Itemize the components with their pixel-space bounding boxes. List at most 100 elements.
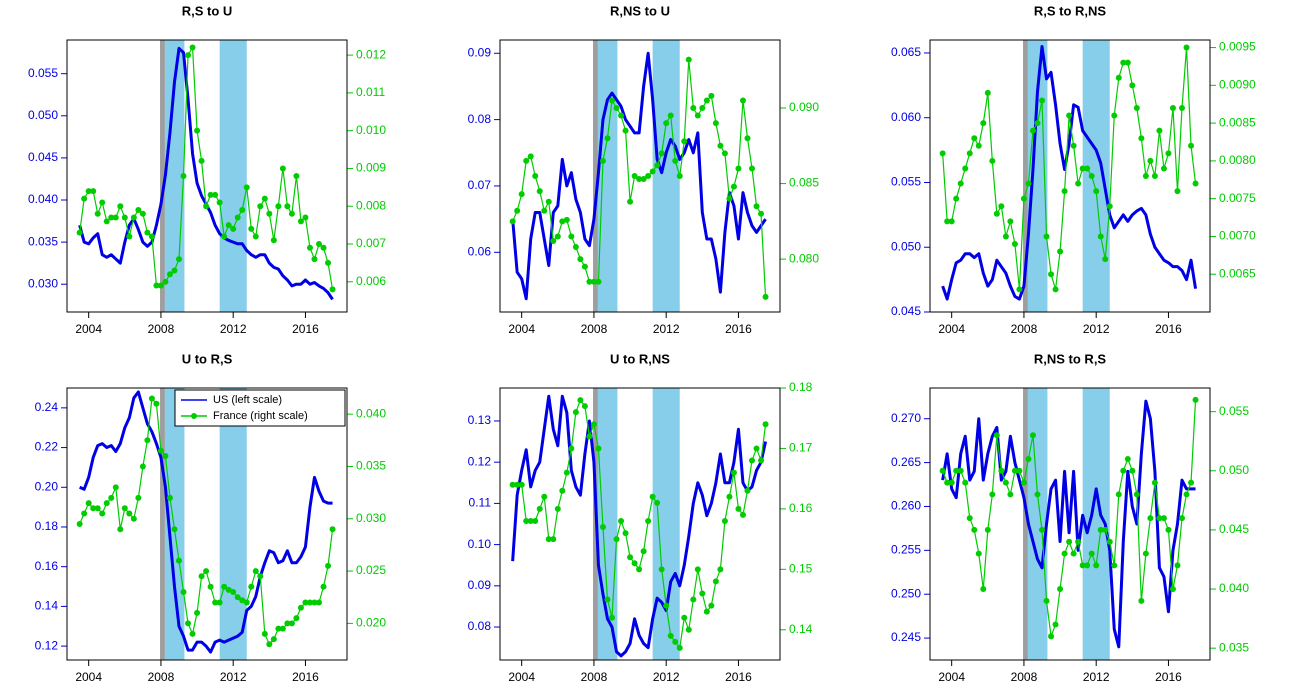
- data-point: [329, 286, 336, 293]
- y-tick-label: 0.265: [891, 455, 921, 469]
- data-point: [248, 583, 255, 590]
- data-point: [1115, 491, 1122, 498]
- data-point: [721, 517, 728, 524]
- data-point: [953, 467, 960, 474]
- data-point: [1052, 286, 1059, 293]
- data-point: [1183, 491, 1190, 498]
- data-point: [1079, 562, 1086, 569]
- data-point: [721, 150, 728, 157]
- data-point: [1156, 127, 1163, 134]
- y-tick-label: 0.035: [1219, 640, 1249, 654]
- data-point: [957, 180, 964, 187]
- data-point: [1165, 150, 1172, 157]
- data-point: [1147, 515, 1154, 522]
- data-point: [203, 568, 210, 575]
- data-point: [672, 638, 679, 645]
- data-point: [726, 195, 733, 202]
- data-point: [1138, 597, 1145, 604]
- data-point: [572, 244, 579, 251]
- data-point: [939, 150, 946, 157]
- data-point: [1048, 633, 1055, 640]
- data-point: [1002, 479, 1009, 486]
- series-line: [511, 394, 768, 658]
- data-point: [257, 203, 264, 210]
- data-point: [667, 112, 674, 119]
- data-point: [1133, 105, 1140, 111]
- data-point: [581, 263, 588, 270]
- data-point: [176, 557, 182, 564]
- data-point: [1016, 286, 1023, 293]
- data-point: [139, 210, 146, 217]
- data-point: [144, 437, 151, 444]
- data-point: [103, 500, 110, 507]
- y-tick-label: 0.15: [789, 562, 813, 576]
- data-point: [758, 457, 765, 464]
- legend-label: France (right scale): [213, 410, 308, 422]
- data-point: [306, 599, 313, 606]
- data-point: [279, 625, 286, 632]
- data-point: [663, 120, 670, 127]
- data-point: [1025, 455, 1032, 462]
- y-tick-label: 0.16: [789, 501, 813, 515]
- data-point: [1016, 467, 1023, 474]
- x-tick-label: 2012: [220, 670, 247, 684]
- data-point: [320, 244, 327, 251]
- data-point: [189, 630, 196, 637]
- data-point: [1020, 479, 1027, 486]
- data-point: [735, 165, 742, 172]
- data-point: [261, 195, 268, 202]
- data-point: [180, 173, 187, 179]
- data-point: [753, 203, 760, 210]
- data-point: [108, 494, 115, 501]
- data-point: [135, 207, 142, 213]
- data-point: [198, 573, 205, 580]
- data-point: [157, 447, 164, 454]
- shaded-period: [652, 388, 680, 660]
- data-point: [1142, 173, 1149, 179]
- x-tick-label: 2008: [148, 670, 175, 684]
- chart-title: U to R,NS: [610, 351, 670, 366]
- y-tick-label: 0.012: [356, 47, 386, 61]
- data-point: [703, 97, 710, 104]
- y-tick-label: 0.24: [35, 400, 59, 414]
- data-point: [658, 150, 665, 157]
- data-point: [1093, 562, 1100, 569]
- data-point: [1138, 135, 1145, 142]
- data-point: [117, 203, 124, 210]
- y-tick-label: 0.050: [28, 108, 58, 122]
- y-tick-label: 0.245: [891, 630, 921, 644]
- data-point: [99, 199, 106, 206]
- data-point: [117, 526, 124, 533]
- data-point: [1142, 550, 1149, 557]
- data-point: [744, 487, 751, 494]
- y-tick-label: 0.18: [789, 380, 813, 394]
- data-point: [636, 566, 643, 573]
- data-point: [1079, 165, 1086, 172]
- data-point: [148, 395, 155, 402]
- data-point: [640, 548, 647, 555]
- data-point: [126, 510, 133, 517]
- shaded-period: [160, 388, 165, 660]
- y-tick-label: 0.055: [28, 66, 58, 80]
- data-point: [1169, 586, 1176, 593]
- data-point: [514, 207, 521, 214]
- data-point: [1160, 165, 1167, 172]
- data-point: [1070, 550, 1077, 557]
- x-tick-label: 2008: [148, 322, 175, 336]
- data-point: [90, 188, 97, 195]
- data-point: [536, 188, 543, 195]
- data-point: [1120, 467, 1127, 474]
- data-point: [654, 162, 661, 169]
- data-point: [306, 244, 313, 251]
- shaded-period: [597, 40, 618, 312]
- data-point: [699, 105, 706, 111]
- data-point: [126, 233, 133, 240]
- data-point: [586, 433, 593, 440]
- data-point: [185, 620, 192, 627]
- y-tick-label: 0.12: [468, 454, 492, 468]
- data-point: [645, 173, 652, 179]
- data-point: [993, 432, 1000, 439]
- data-point: [984, 89, 991, 96]
- shaded-period: [1027, 388, 1048, 660]
- data-point: [311, 256, 318, 263]
